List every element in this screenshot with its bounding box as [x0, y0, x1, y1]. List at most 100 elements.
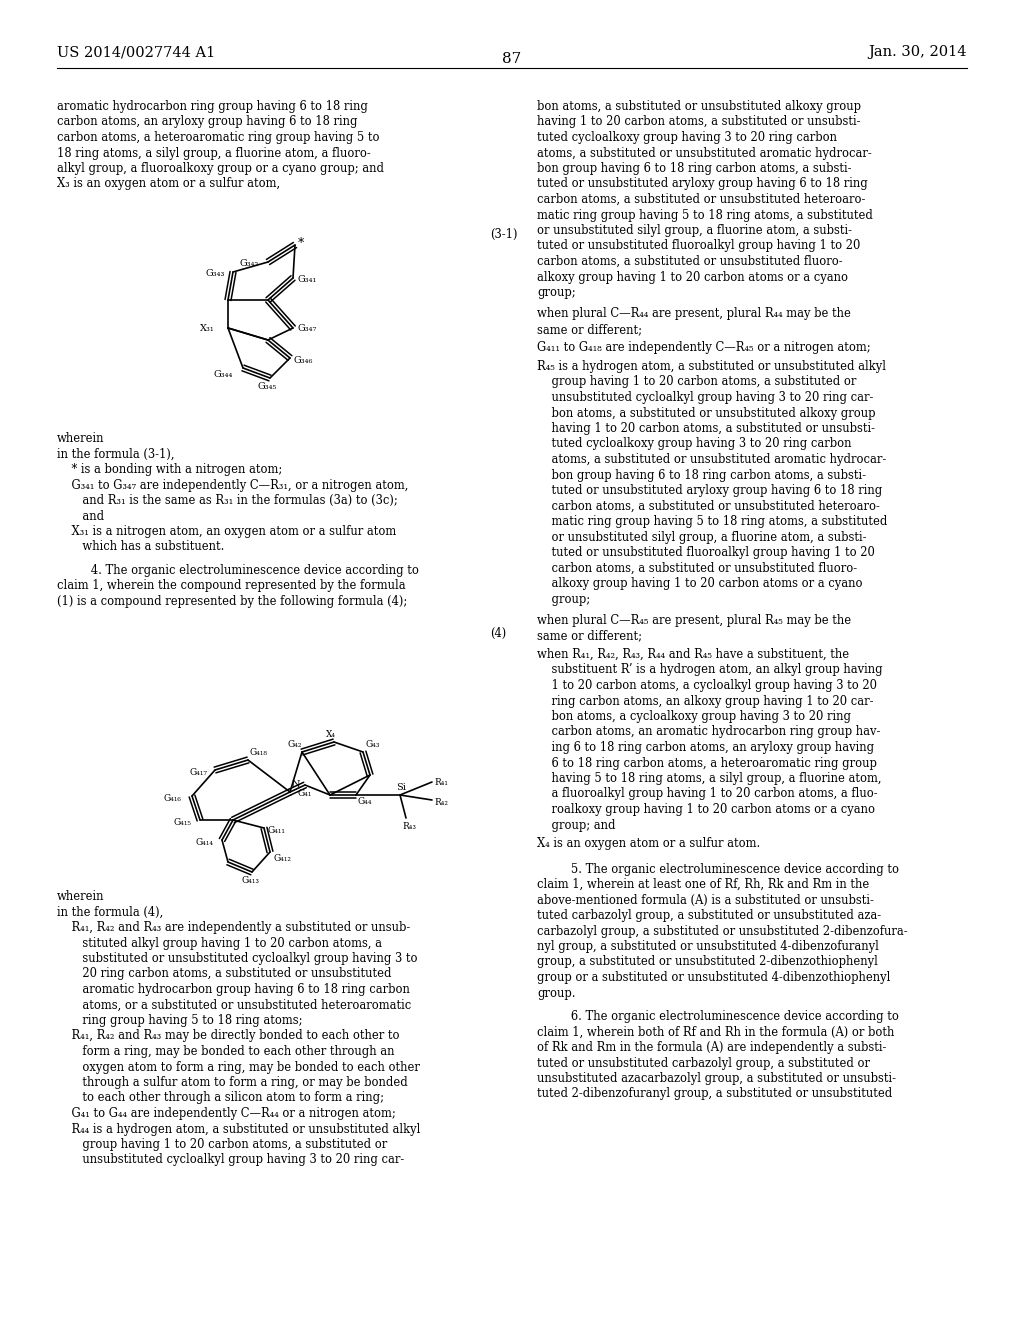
Text: (4): (4): [490, 627, 506, 639]
Text: * is a bonding with a nitrogen atom;: * is a bonding with a nitrogen atom;: [57, 463, 283, 477]
Text: tuted cycloalkoxy group having 3 to 20 ring carbon: tuted cycloalkoxy group having 3 to 20 r…: [537, 131, 837, 144]
Text: group.: group.: [537, 986, 575, 999]
Text: G₄₁: G₄₁: [297, 789, 311, 799]
Text: of Rk and Rm in the formula (A) are independently a substi-: of Rk and Rm in the formula (A) are inde…: [537, 1041, 887, 1053]
Text: alkoxy group having 1 to 20 carbon atoms or a cyano: alkoxy group having 1 to 20 carbon atoms…: [537, 271, 848, 284]
Text: through a sulfur atom to form a ring, or may be bonded: through a sulfur atom to form a ring, or…: [57, 1076, 408, 1089]
Text: G₃₄₂: G₃₄₂: [240, 259, 259, 268]
Text: tuted carbazolyl group, a substituted or unsubstituted aza-: tuted carbazolyl group, a substituted or…: [537, 909, 881, 921]
Text: X₃ is an oxygen atom or a sulfur atom,: X₃ is an oxygen atom or a sulfur atom,: [57, 177, 281, 190]
Text: same or different;: same or different;: [537, 323, 642, 337]
Text: G₄₄: G₄₄: [358, 797, 373, 807]
Text: R₄₁, R₄₂ and R₄₃ are independently a substituted or unsub-: R₄₁, R₄₂ and R₄₃ are independently a sub…: [57, 921, 411, 935]
Text: *: *: [298, 238, 304, 249]
Text: 87: 87: [503, 51, 521, 66]
Text: unsubstituted cycloalkyl group having 3 to 20 ring car-: unsubstituted cycloalkyl group having 3 …: [57, 1154, 404, 1167]
Text: and R₃₁ is the same as R₃₁ in the formulas (3a) to (3c);: and R₃₁ is the same as R₃₁ in the formul…: [57, 494, 397, 507]
Text: R₄₁, R₄₂ and R₄₃ may be directly bonded to each other to: R₄₁, R₄₂ and R₄₃ may be directly bonded …: [57, 1030, 399, 1043]
Text: unsubstituted azacarbazolyl group, a substituted or unsubsti-: unsubstituted azacarbazolyl group, a sub…: [537, 1072, 896, 1085]
Text: G₄₂: G₄₂: [288, 741, 302, 748]
Text: atoms, a substituted or unsubstituted aromatic hydrocar-: atoms, a substituted or unsubstituted ar…: [537, 453, 886, 466]
Text: G₄₁₁ to G₄₁₈ are independently C—R₄₅ or a nitrogen atom;: G₄₁₁ to G₄₁₈ are independently C—R₄₅ or …: [537, 342, 870, 355]
Text: bon atoms, a cycloalkoxy group having 3 to 20 ring: bon atoms, a cycloalkoxy group having 3 …: [537, 710, 851, 723]
Text: having 5 to 18 ring atoms, a silyl group, a fluorine atom,: having 5 to 18 ring atoms, a silyl group…: [537, 772, 882, 785]
Text: group having 1 to 20 carbon atoms, a substituted or: group having 1 to 20 carbon atoms, a sub…: [57, 1138, 387, 1151]
Text: nyl group, a substituted or unsubstituted 4-dibenzofuranyl: nyl group, a substituted or unsubstitute…: [537, 940, 879, 953]
Text: Si: Si: [396, 783, 406, 792]
Text: carbon atoms, an aromatic hydrocarbon ring group hav-: carbon atoms, an aromatic hydrocarbon ri…: [537, 726, 881, 738]
Text: (3-1): (3-1): [490, 228, 517, 242]
Text: G₃₄₃: G₃₄₃: [205, 269, 224, 279]
Text: 18 ring atoms, a silyl group, a fluorine atom, a fluoro-: 18 ring atoms, a silyl group, a fluorine…: [57, 147, 371, 160]
Text: R₄₃: R₄₃: [402, 822, 416, 832]
Text: G₄₁₇: G₄₁₇: [189, 768, 207, 777]
Text: tuted or unsubstituted aryloxy group having 6 to 18 ring: tuted or unsubstituted aryloxy group hav…: [537, 177, 867, 190]
Text: R₄₂: R₄₂: [434, 799, 449, 807]
Text: 20 ring carbon atoms, a substituted or unsubstituted: 20 ring carbon atoms, a substituted or u…: [57, 968, 391, 981]
Text: or unsubstituted silyl group, a fluorine atom, a substi-: or unsubstituted silyl group, a fluorine…: [537, 224, 852, 238]
Text: G₄₁ to G₄₄ are independently C—R₄₄ or a nitrogen atom;: G₄₁ to G₄₄ are independently C—R₄₄ or a …: [57, 1107, 395, 1119]
Text: 5. The organic electroluminescence device according to: 5. The organic electroluminescence devic…: [537, 862, 899, 875]
Text: G₃₄₄: G₃₄₄: [213, 370, 232, 379]
Text: claim 1, wherein the compound represented by the formula: claim 1, wherein the compound represente…: [57, 579, 406, 593]
Text: substituted or unsubstituted cycloalkyl group having 3 to: substituted or unsubstituted cycloalkyl …: [57, 952, 418, 965]
Text: group;: group;: [537, 593, 590, 606]
Text: carbon atoms, a substituted or unsubstituted heteroaro-: carbon atoms, a substituted or unsubstit…: [537, 499, 880, 512]
Text: in the formula (4),: in the formula (4),: [57, 906, 163, 919]
Text: group, a substituted or unsubstituted 2-dibenzothiophenyl: group, a substituted or unsubstituted 2-…: [537, 956, 878, 969]
Text: group;: group;: [537, 286, 575, 300]
Text: matic ring group having 5 to 18 ring atoms, a substituted: matic ring group having 5 to 18 ring ato…: [537, 515, 888, 528]
Text: 6. The organic electroluminescence device according to: 6. The organic electroluminescence devic…: [537, 1010, 899, 1023]
Text: ing 6 to 18 ring carbon atoms, an aryloxy group having: ing 6 to 18 ring carbon atoms, an arylox…: [537, 741, 874, 754]
Text: G₄₁₁: G₄₁₁: [268, 826, 286, 836]
Text: having 1 to 20 carbon atoms, a substituted or unsubsti-: having 1 to 20 carbon atoms, a substitut…: [537, 116, 860, 128]
Text: alkoxy group having 1 to 20 carbon atoms or a cyano: alkoxy group having 1 to 20 carbon atoms…: [537, 577, 862, 590]
Text: matic ring group having 5 to 18 ring atoms, a substituted: matic ring group having 5 to 18 ring ato…: [537, 209, 872, 222]
Text: carbon atoms, a heteroaromatic ring group having 5 to: carbon atoms, a heteroaromatic ring grou…: [57, 131, 380, 144]
Text: in the formula (3-1),: in the formula (3-1),: [57, 447, 174, 461]
Text: US 2014/0027744 A1: US 2014/0027744 A1: [57, 45, 215, 59]
Text: R₄₅ is a hydrogen atom, a substituted or unsubstituted alkyl: R₄₅ is a hydrogen atom, a substituted or…: [537, 360, 886, 374]
Text: bon group having 6 to 18 ring carbon atoms, a substi-: bon group having 6 to 18 ring carbon ato…: [537, 162, 852, 176]
Text: substituent R’ is a hydrogen atom, an alkyl group having: substituent R’ is a hydrogen atom, an al…: [537, 664, 883, 676]
Text: group having 1 to 20 carbon atoms, a substituted or: group having 1 to 20 carbon atoms, a sub…: [537, 375, 856, 388]
Text: when R₄₁, R₄₂, R₄₃, R₄₄ and R₄₅ have a substituent, the: when R₄₁, R₄₂, R₄₃, R₄₄ and R₄₅ have a s…: [537, 648, 849, 661]
Text: stituted alkyl group having 1 to 20 carbon atoms, a: stituted alkyl group having 1 to 20 carb…: [57, 936, 382, 949]
Text: G₄₁₆: G₄₁₆: [164, 795, 182, 803]
Text: alkyl group, a fluoroalkoxy group or a cyano group; and: alkyl group, a fluoroalkoxy group or a c…: [57, 162, 384, 176]
Text: and: and: [57, 510, 104, 523]
Text: N: N: [292, 780, 300, 789]
Text: tuted or unsubstituted fluoroalkyl group having 1 to 20: tuted or unsubstituted fluoroalkyl group…: [537, 239, 860, 252]
Text: tuted or unsubstituted carbazolyl group, a substituted or: tuted or unsubstituted carbazolyl group,…: [537, 1056, 870, 1069]
Text: wherein: wherein: [57, 432, 104, 445]
Text: claim 1, wherein both of Rf and Rh in the formula (A) or both: claim 1, wherein both of Rf and Rh in th…: [537, 1026, 894, 1039]
Text: X₄ is an oxygen atom or a sulfur atom.: X₄ is an oxygen atom or a sulfur atom.: [537, 837, 760, 850]
Text: X₃₁: X₃₁: [200, 323, 215, 333]
Text: bon atoms, a substituted or unsubstituted alkoxy group: bon atoms, a substituted or unsubstitute…: [537, 407, 876, 420]
Text: when plural C—R₄₄ are present, plural R₄₄ may be the: when plural C—R₄₄ are present, plural R₄…: [537, 308, 851, 321]
Text: G₃₄₁ to G₃₄₇ are independently C—R₃₁, or a nitrogen atom,: G₃₄₁ to G₃₄₇ are independently C—R₃₁, or…: [57, 479, 409, 491]
Text: tuted or unsubstituted aryloxy group having 6 to 18 ring: tuted or unsubstituted aryloxy group hav…: [537, 484, 883, 498]
Text: group; and: group; and: [537, 818, 615, 832]
Text: atoms, or a substituted or unsubstituted heteroaromatic: atoms, or a substituted or unsubstituted…: [57, 998, 412, 1011]
Text: carbon atoms, a substituted or unsubstituted fluoro-: carbon atoms, a substituted or unsubstit…: [537, 561, 857, 574]
Text: 4. The organic electroluminescence device according to: 4. The organic electroluminescence devic…: [57, 564, 419, 577]
Text: (1) is a compound represented by the following formula (4);: (1) is a compound represented by the fol…: [57, 595, 408, 609]
Text: unsubstituted cycloalkyl group having 3 to 20 ring car-: unsubstituted cycloalkyl group having 3 …: [537, 391, 873, 404]
Text: Jan. 30, 2014: Jan. 30, 2014: [868, 45, 967, 59]
Text: form a ring, may be bonded to each other through an: form a ring, may be bonded to each other…: [57, 1045, 394, 1059]
Text: X₃₁ is a nitrogen atom, an oxygen atom or a sulfur atom: X₃₁ is a nitrogen atom, an oxygen atom o…: [57, 525, 396, 539]
Text: 1 to 20 carbon atoms, a cycloalkyl group having 3 to 20: 1 to 20 carbon atoms, a cycloalkyl group…: [537, 678, 877, 692]
Text: when plural C—R₄₅ are present, plural R₄₅ may be the: when plural C—R₄₅ are present, plural R₄…: [537, 614, 851, 627]
Text: roalkoxy group having 1 to 20 carbon atoms or a cyano: roalkoxy group having 1 to 20 carbon ato…: [537, 803, 874, 816]
Text: atoms, a substituted or unsubstituted aromatic hydrocar-: atoms, a substituted or unsubstituted ar…: [537, 147, 871, 160]
Text: claim 1, wherein at least one of Rf, Rh, Rk and Rm in the: claim 1, wherein at least one of Rf, Rh,…: [537, 878, 869, 891]
Text: G₄₁₅: G₄₁₅: [174, 818, 193, 828]
Text: a fluoroalkyl group having 1 to 20 carbon atoms, a fluo-: a fluoroalkyl group having 1 to 20 carbo…: [537, 788, 878, 800]
Text: G₄₁₂: G₄₁₂: [274, 854, 292, 863]
Text: aromatic hydrocarbon ring group having 6 to 18 ring: aromatic hydrocarbon ring group having 6…: [57, 100, 368, 114]
Text: wherein: wherein: [57, 890, 104, 903]
Text: G₃₄₁: G₃₄₁: [297, 275, 316, 284]
Text: carbazolyl group, a substituted or unsubstituted 2-dibenzofura-: carbazolyl group, a substituted or unsub…: [537, 924, 907, 937]
Text: group or a substituted or unsubstituted 4-dibenzothiophenyl: group or a substituted or unsubstituted …: [537, 972, 891, 983]
